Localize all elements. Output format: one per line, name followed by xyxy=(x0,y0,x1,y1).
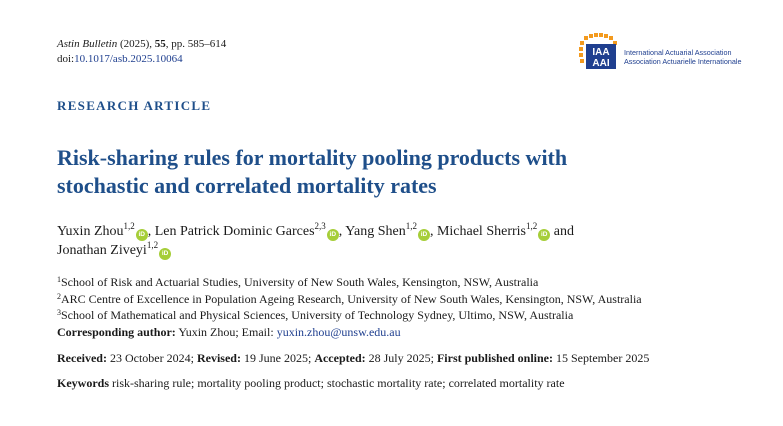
keywords-label: Keywords xyxy=(57,376,109,390)
published-label: First published online: xyxy=(436,351,553,365)
keywords-list: risk-sharing rule; mortality pooling pro… xyxy=(109,376,565,390)
author-list: Yuxin Zhou1,2iD, Len Patrick Dominic Gar… xyxy=(57,222,747,260)
article-type: RESEARCH ARTICLE xyxy=(57,98,212,113)
affiliations: 1School of Risk and Actuarial Studies, U… xyxy=(57,274,757,340)
received-date: 23 October 2024; xyxy=(106,351,197,365)
author[interactable]: Len Patrick Dominic Garces2,3iD xyxy=(155,221,339,241)
iaa-logo-mark: IAA AAI xyxy=(579,33,617,69)
iaa-logo-text: International Actuarial Association Asso… xyxy=(624,48,741,66)
received-label: Received: xyxy=(57,351,107,365)
author[interactable]: Jonathan Ziveyi1,2iD xyxy=(57,240,172,260)
revised-label: Revised: xyxy=(196,351,241,365)
revised-date: 19 June 2025; xyxy=(240,351,315,365)
author[interactable]: Yuxin Zhou1,2iD xyxy=(57,221,148,241)
journal-pages: , pp. 585–614 xyxy=(165,38,227,50)
title-line-1: Risk-sharing rules for mortality pooling… xyxy=(57,145,568,170)
corresponding-author: Corresponding author: Yuxin Zhou; Email:… xyxy=(57,324,401,339)
article-dates: Received: 23 October 2024; Revised: 19 J… xyxy=(57,350,649,366)
journal-name: Astin Bulletin xyxy=(57,38,118,50)
orcid-icon[interactable]: iD xyxy=(326,229,339,241)
orcid-icon[interactable]: iD xyxy=(417,229,430,241)
author-separator: , xyxy=(338,224,346,239)
doi-line: doi:10.1017/asb.2025.10064 xyxy=(57,52,226,67)
iaa-logo: IAA AAI International Actuarial Associat… xyxy=(578,33,758,71)
iaa-mark-bottom: AAI xyxy=(592,58,609,69)
author-affil-sup: 1,2 xyxy=(123,221,135,231)
keywords: Keywords risk-sharing rule; mortality po… xyxy=(57,375,565,391)
title-line-2: stochastic and correlated mortality rate… xyxy=(57,173,437,198)
author[interactable]: Michael Sherris1,2iD xyxy=(437,221,551,241)
published-date: 15 September 2025 xyxy=(553,351,650,365)
orcid-icon[interactable]: iD xyxy=(159,248,172,260)
doi-link[interactable]: 10.1017/asb.2025.10064 xyxy=(74,53,183,65)
email-link[interactable]: yuxin.zhou@unsw.edu.au xyxy=(276,324,401,339)
affiliation-2: 2ARC Centre of Excellence in Population … xyxy=(57,291,642,306)
author-affil-sup: 1,2 xyxy=(405,221,417,231)
author-separator: and xyxy=(550,224,574,239)
article-title: Risk-sharing rules for mortality pooling… xyxy=(57,144,737,200)
journal-line: Astin Bulletin (2025), 55, pp. 585–614 xyxy=(57,37,226,52)
affiliation-3: 3School of Mathematical and Physical Sci… xyxy=(57,308,574,322)
iaa-mark-top: IAA xyxy=(592,47,609,58)
author-affil-sup: 2,3 xyxy=(314,221,326,231)
author-separator: , xyxy=(147,224,155,239)
author-affil-sup: 1,2 xyxy=(146,240,159,250)
iaa-name-en: International Actuarial Association xyxy=(624,48,732,57)
author[interactable]: Yang Shen1,2iD xyxy=(345,221,430,241)
doi-label: doi: xyxy=(57,53,75,65)
orcid-icon[interactable]: iD xyxy=(538,229,551,241)
author-separator: , xyxy=(429,224,437,239)
affiliation-1: 1School of Risk and Actuarial Studies, U… xyxy=(57,275,539,289)
corresponding-label: Corresponding author: xyxy=(57,324,176,339)
orcid-icon[interactable]: iD xyxy=(135,229,148,241)
author-affil-sup: 1,2 xyxy=(525,221,538,231)
accepted-date: 28 July 2025; xyxy=(365,351,437,365)
journal-volume: 55 xyxy=(154,38,166,50)
iaa-name-fr: Association Actuarielle Internationale xyxy=(624,57,742,66)
journal-citation: Astin Bulletin (2025), 55, pp. 585–614 d… xyxy=(57,37,226,67)
accepted-label: Accepted: xyxy=(314,351,366,365)
journal-year: (2025), xyxy=(119,38,153,50)
